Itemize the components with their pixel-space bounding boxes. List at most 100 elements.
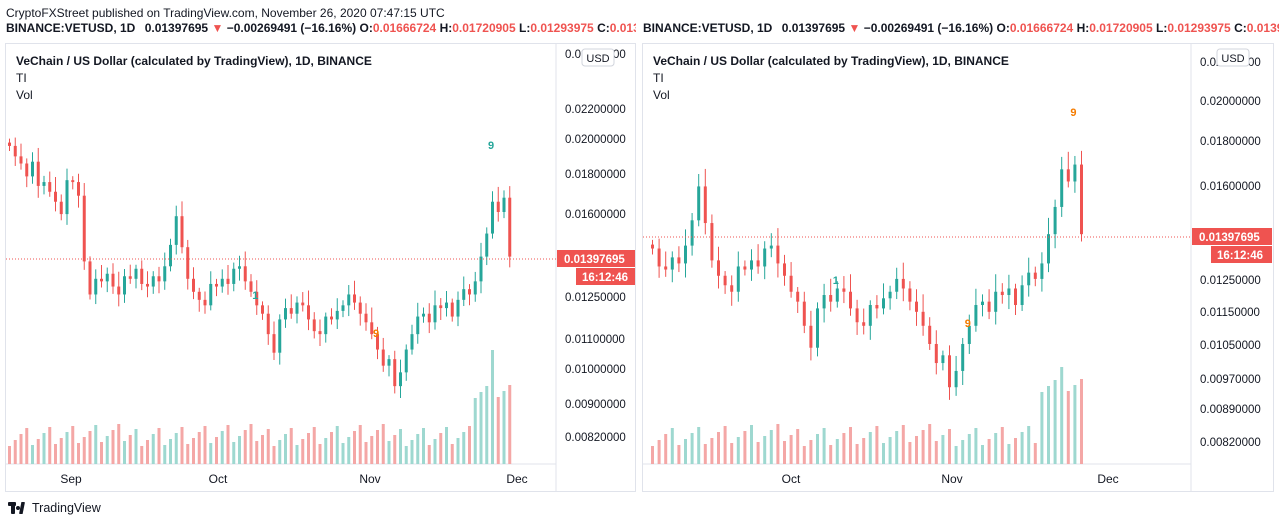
indicator-vol[interactable]: Vol (16, 88, 33, 102)
volume-bar (697, 427, 701, 464)
volume-bar (1027, 426, 1031, 464)
candle-body (301, 302, 305, 306)
candle-body (862, 322, 866, 326)
candle-body (381, 349, 385, 366)
volume-bar (981, 445, 984, 464)
indicator-ti[interactable]: TI (653, 71, 664, 85)
candle-body (954, 370, 958, 388)
volume-bar (915, 436, 918, 464)
ohlc-last: 0.01397695 (781, 21, 846, 35)
candle-body (180, 216, 184, 248)
candle-body (203, 299, 207, 306)
candle-body (961, 343, 965, 371)
volume-bar (736, 437, 740, 464)
candle-body (243, 266, 247, 282)
volume-bar (888, 437, 892, 464)
down-arrow-icon: ▼ (211, 21, 224, 35)
candle-body (192, 278, 195, 292)
publisher-line: CryptoFXStreet published on TradingView.… (6, 6, 445, 20)
chart-svg-left[interactable]: 0.024000000.022000000.020000000.01800000… (6, 44, 636, 492)
volume-bar (1047, 386, 1050, 464)
volume-bar (439, 433, 443, 464)
candle-body (25, 163, 29, 177)
volume-bar (1060, 367, 1064, 464)
candle-body (65, 180, 69, 215)
candle-body (1014, 288, 1017, 306)
chart-svg-right[interactable]: 0.022000000.020000000.018000000.01600000… (643, 44, 1274, 492)
indicator-vol[interactable]: Vol (653, 88, 670, 102)
ohlc-low: 0.01293975 (530, 21, 594, 35)
indicator-ti[interactable]: TI (16, 71, 27, 85)
l-label: L: (519, 21, 531, 35)
volume-bar (330, 432, 333, 464)
candle-body (849, 291, 852, 309)
candle-body (289, 308, 293, 314)
candle-body (1066, 169, 1070, 182)
y-tick-label: 0.01050000 (1200, 340, 1261, 352)
candle-body (439, 305, 443, 309)
candle-body (908, 288, 912, 302)
y-tick-label: 0.02000000 (565, 134, 626, 146)
y-tick-label: 0.00820000 (565, 432, 626, 444)
candle-body (776, 245, 780, 264)
candle-body (1060, 169, 1064, 207)
chart-pane-left[interactable]: 0.024000000.022000000.020000000.01800000… (5, 43, 636, 492)
x-tick-label: Nov (941, 472, 962, 486)
volume-bar (416, 434, 420, 464)
currency-label: USD (1221, 53, 1244, 65)
candle-body (948, 355, 951, 388)
volume-bar (473, 398, 477, 464)
x-tick-label: Nov (359, 472, 380, 486)
volume-bar (730, 443, 734, 464)
o-label: O: (996, 21, 1010, 35)
candle-body (13, 145, 17, 157)
volume-bar (77, 443, 80, 464)
last-price-label: 0.01397695 (1199, 232, 1260, 244)
candle-body (1047, 234, 1050, 264)
volume-bar (710, 438, 714, 464)
volume-bar (776, 424, 780, 464)
candle-body (783, 263, 786, 276)
candle-body (209, 283, 213, 306)
chart-title: VeChain / US Dollar (calculated by Tradi… (16, 54, 372, 68)
y-tick-label: 0.01800000 (565, 169, 626, 181)
candle-body (433, 305, 437, 323)
candle-body (756, 260, 760, 267)
candle-body (1027, 272, 1031, 286)
candle-body (42, 182, 46, 186)
candle-body (456, 299, 460, 317)
volume-bar (312, 427, 316, 464)
footer-brand[interactable]: TradingView (32, 501, 101, 515)
candle-body (146, 283, 149, 287)
volume-bar (842, 433, 846, 464)
td-sequential-mark: 9 (965, 318, 971, 330)
footer[interactable]: TradingView (8, 501, 101, 515)
volume-bar (335, 426, 339, 464)
volume-bar (347, 437, 351, 464)
candle-body (789, 275, 793, 292)
volume-bar (364, 442, 368, 464)
candle-body (664, 266, 668, 270)
volume-bar (882, 443, 885, 464)
volume-bar (750, 425, 753, 464)
td-sequential-mark: 1 (833, 275, 839, 287)
candle-body (967, 325, 971, 344)
volume-bar (71, 426, 75, 464)
candle-body (416, 316, 420, 335)
candle-body (769, 245, 773, 249)
l-label: L: (1156, 21, 1168, 35)
ohlc-change: −0.00269491 (−16.16%) (863, 21, 994, 35)
volume-bar (1014, 438, 1017, 464)
td-sequential-mark: 1 (252, 290, 258, 302)
volume-bar (491, 350, 494, 464)
candle-body (77, 182, 80, 196)
candle-body (802, 301, 806, 326)
volume-bar (19, 434, 23, 464)
ohlc-high: 0.01720905 (452, 21, 516, 35)
volume-bar (65, 432, 69, 464)
chart-pane-right[interactable]: 0.022000000.020000000.018000000.01600000… (642, 43, 1274, 492)
candle-body (835, 288, 839, 302)
candle-body (54, 191, 57, 202)
volume-bar (48, 427, 52, 464)
y-tick-label: 0.00900000 (565, 399, 626, 411)
